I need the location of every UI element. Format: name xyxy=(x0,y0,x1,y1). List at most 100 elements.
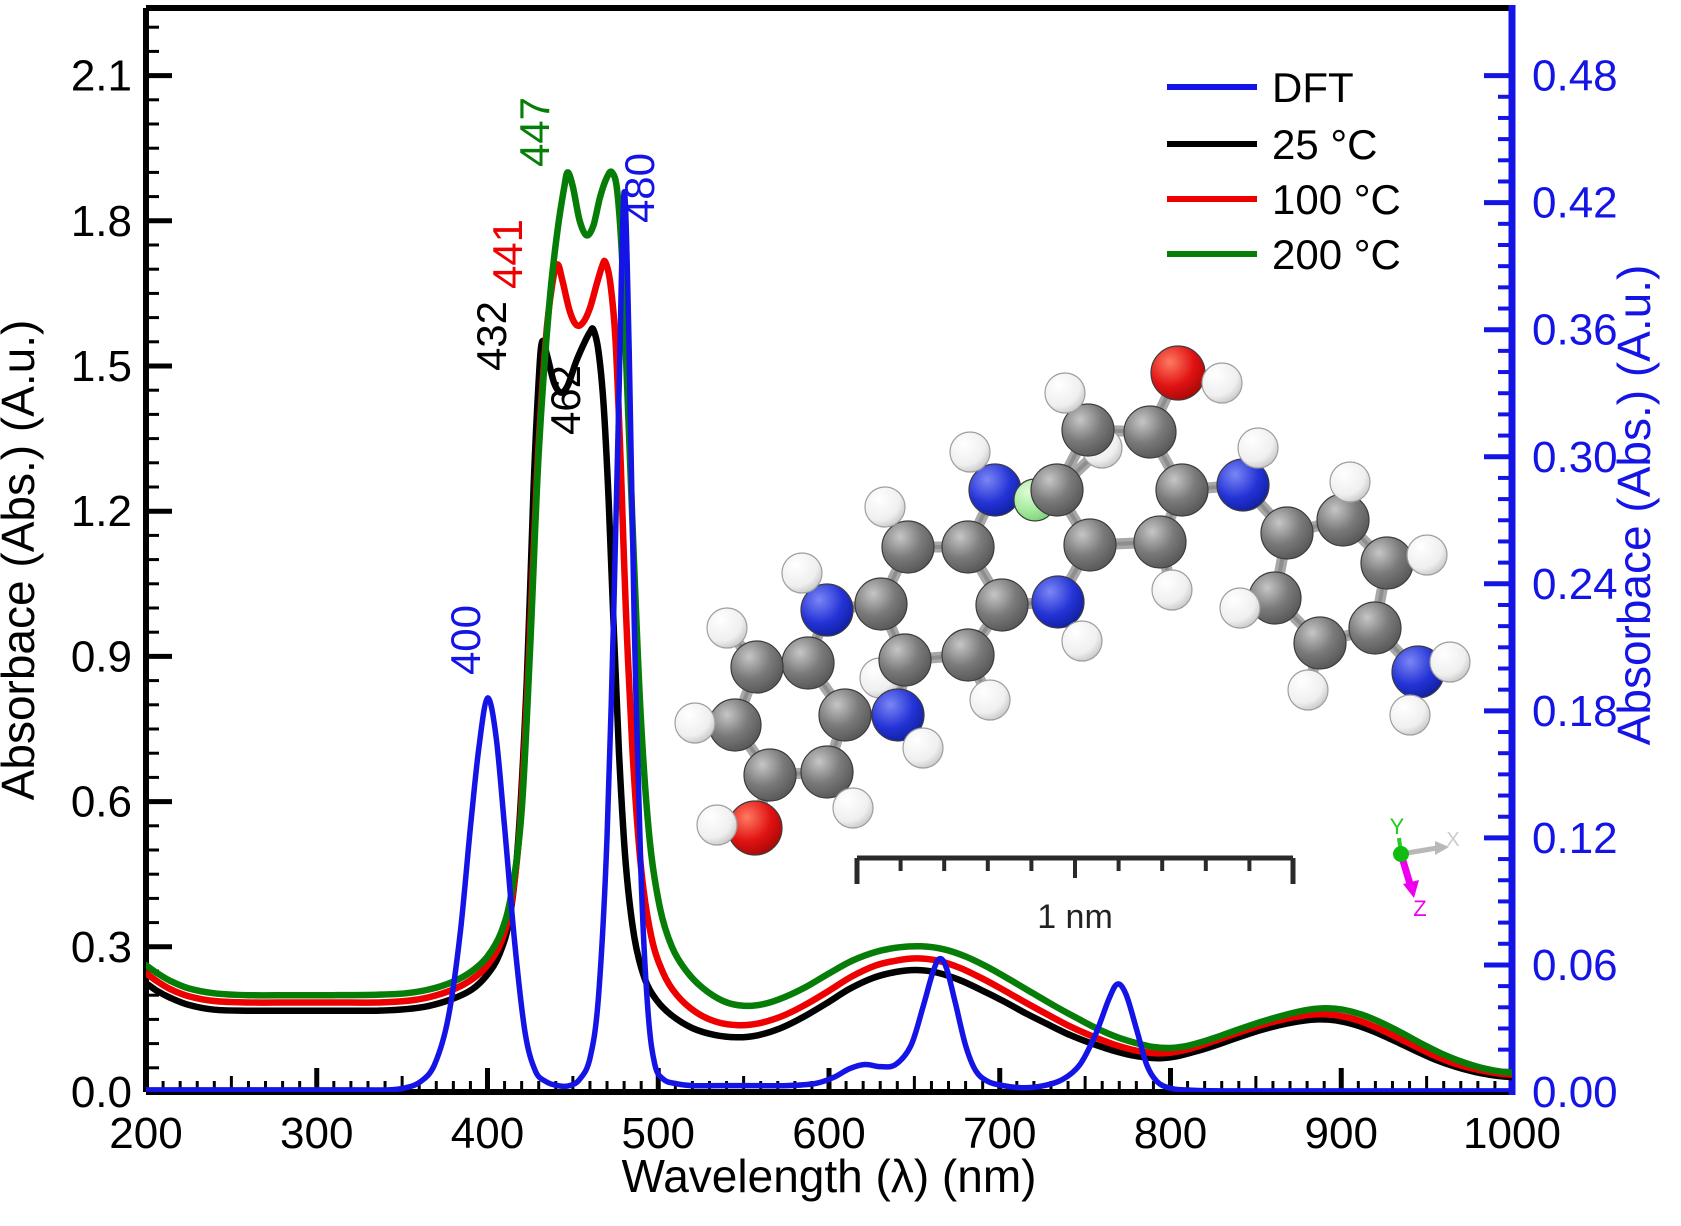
atom-c xyxy=(1348,601,1402,655)
atom-c xyxy=(1316,493,1370,547)
atom-c xyxy=(881,520,935,574)
right-tick-label: 0.48 xyxy=(1532,52,1618,101)
triad-z-arrowhead xyxy=(1403,880,1419,898)
right-tick-label: 0.06 xyxy=(1532,941,1618,990)
atom-c xyxy=(781,636,835,690)
left-tick-label: 1.8 xyxy=(71,197,132,246)
triad-x-arrowhead xyxy=(1435,841,1449,855)
atom-c xyxy=(941,628,995,682)
right-tick-label: 0.36 xyxy=(1532,306,1618,355)
right-tick-label: 0.30 xyxy=(1532,433,1618,482)
atom-h xyxy=(696,804,738,846)
x-tick-label: 600 xyxy=(792,1109,865,1158)
x-tick-label: 300 xyxy=(280,1109,353,1158)
right-tick-label: 0.00 xyxy=(1532,1068,1618,1117)
atom-c xyxy=(1133,515,1187,569)
triad-y-label: Y xyxy=(1390,814,1405,839)
peak-label-441: 441 xyxy=(484,219,531,289)
triad-x-label: X xyxy=(1446,829,1459,851)
x-axis-title: Wavelength (λ) (nm) xyxy=(622,1150,1037,1202)
left-tick-label: 1.2 xyxy=(71,487,132,536)
atom-c xyxy=(730,640,784,694)
x-tick-label: 800 xyxy=(1134,1109,1207,1158)
atom-h xyxy=(1219,587,1261,629)
left-tick-label: 0.0 xyxy=(71,1068,132,1117)
atom-c xyxy=(1030,463,1084,517)
peak-label-462: 462 xyxy=(542,365,589,435)
atom-c xyxy=(878,633,932,687)
atom-n xyxy=(800,583,854,637)
atom-h xyxy=(832,787,874,829)
curve-25c xyxy=(146,325,1512,1081)
left-axis-title: Absorbace (Abs.) (A.u.) xyxy=(0,320,44,801)
peak-label-432: 432 xyxy=(468,301,515,371)
atom-n xyxy=(1031,575,1085,629)
atom-h xyxy=(1389,694,1431,736)
atom-n xyxy=(968,463,1022,517)
axis-titles: Wavelength (λ) (nm) Absorbace (Abs.) (A.… xyxy=(0,265,1660,1202)
atom-c xyxy=(743,748,797,802)
peak-label-447: 447 xyxy=(511,97,558,167)
ruler-label: 1 nm xyxy=(1037,898,1113,936)
legend-label-25c: 25 °C xyxy=(1272,121,1378,168)
triad-z-label: Z xyxy=(1413,896,1426,921)
spectra-curves xyxy=(146,168,1512,1092)
atom-c xyxy=(941,520,995,574)
legend-label-dft: DFT xyxy=(1272,64,1354,111)
legend: DFT 25 °C 100 °C 200 °C xyxy=(1167,64,1401,278)
peak-label-400: 400 xyxy=(442,605,489,675)
atom-h xyxy=(1201,362,1243,404)
x-tick-label: 900 xyxy=(1305,1109,1378,1158)
atom-c xyxy=(1155,463,1209,517)
atom-c xyxy=(818,688,872,742)
left-tick-label: 0.6 xyxy=(71,778,132,827)
right-axis-title: Absorbace (Abs.) (A.u.) xyxy=(1608,265,1660,746)
atom-c xyxy=(1061,403,1115,457)
scale-ruler: 1 nm xyxy=(854,855,1296,936)
right-tick-label: 0.18 xyxy=(1532,687,1618,736)
peak-annotations: 400 432 441 447 462 480 xyxy=(442,97,663,675)
right-tick-label: 0.24 xyxy=(1532,560,1618,609)
atom-h xyxy=(1061,620,1103,662)
x-tick-label: 700 xyxy=(963,1109,1036,1158)
atom-c xyxy=(975,578,1029,632)
atom-n xyxy=(871,688,925,742)
curve-200c xyxy=(146,168,1512,1076)
axis-triad: Y X Z xyxy=(1390,814,1460,921)
right-tick-label: 0.42 xyxy=(1532,179,1618,228)
atom-c xyxy=(708,698,762,752)
atom-h xyxy=(674,702,716,744)
left-tick-label: 2.1 xyxy=(71,52,132,101)
atom-h xyxy=(1287,669,1329,711)
x-tick-label: 1000 xyxy=(1463,1109,1561,1158)
x-tick-label: 400 xyxy=(451,1109,524,1158)
atom-c xyxy=(800,745,854,799)
atom-h xyxy=(1151,569,1193,611)
atom-h xyxy=(1329,461,1371,503)
atom-h xyxy=(864,486,906,528)
x-tick-label: 200 xyxy=(109,1109,182,1158)
atom-c xyxy=(854,577,908,631)
left-tick-label: 0.9 xyxy=(71,632,132,681)
legend-label-100c: 100 °C xyxy=(1272,176,1401,223)
atom-h xyxy=(1429,641,1471,683)
curve-dft xyxy=(146,189,1512,1092)
atom-h xyxy=(969,679,1011,721)
atom-o xyxy=(1150,345,1206,401)
atom-c xyxy=(1063,518,1117,572)
left-tick-label: 1.5 xyxy=(71,342,132,391)
atom-h xyxy=(1044,372,1086,414)
legend-label-200c: 200 °C xyxy=(1272,231,1401,278)
atom-h xyxy=(902,727,944,769)
x-tick-label: 500 xyxy=(622,1109,695,1158)
peak-label-480: 480 xyxy=(616,153,663,223)
left-tick-label: 0.3 xyxy=(71,923,132,972)
triad-origin-dot xyxy=(1393,846,1409,862)
atom-h xyxy=(781,552,823,594)
axis-tick-labels: 200 300 400 500 600 700 800 900 1000 0.0 0.3 0.6 0.9… xyxy=(71,52,1618,1158)
atom-c xyxy=(1123,405,1177,459)
atom-h xyxy=(1406,534,1448,576)
atom-h xyxy=(1237,427,1279,469)
